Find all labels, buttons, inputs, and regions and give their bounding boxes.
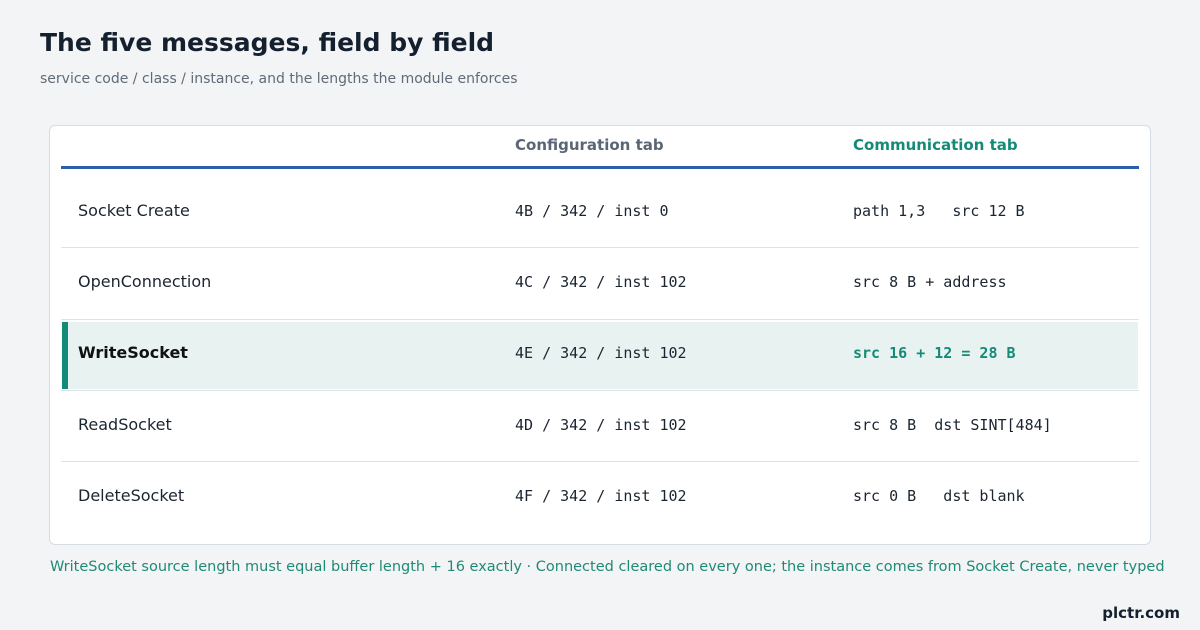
footnote: WriteSocket source length must equal buf… <box>50 559 1165 575</box>
config-value: 4E / 342 / inst 102 <box>515 344 687 363</box>
row-separator <box>61 247 1139 249</box>
row-name: ReadSocket <box>78 414 172 434</box>
comm-value: path 1,3 src 12 B <box>853 201 1025 220</box>
row-name: OpenConnection <box>78 271 212 291</box>
row-separator <box>61 389 1139 391</box>
config-value: 4B / 342 / inst 0 <box>515 201 669 220</box>
comm-value: src 8 B dst SINT[484] <box>853 415 1052 434</box>
config-value: 4F / 342 / inst 102 <box>515 486 687 505</box>
brand: plctr.com <box>1102 604 1180 622</box>
column-header: Configuration tab <box>515 136 664 154</box>
row-separator <box>61 461 1139 463</box>
config-value: 4C / 342 / inst 102 <box>515 272 687 291</box>
column-header: Communication tab <box>853 136 1018 154</box>
row-highlight <box>62 321 1138 389</box>
title: The five messages, field by field <box>40 28 495 57</box>
comm-value: src 8 B + address <box>853 272 1007 291</box>
comm-value: src 0 B dst blank <box>853 486 1025 505</box>
header-rule <box>61 166 1139 169</box>
subtitle: service code / class / instance, and the… <box>40 71 518 87</box>
row-separator <box>61 318 1139 320</box>
comm-value: src 16 + 12 = 28 B <box>853 344 1016 363</box>
config-value: 4D / 342 / inst 102 <box>515 415 687 434</box>
row-name: DeleteSocket <box>78 485 185 505</box>
row-name: WriteSocket <box>78 343 188 363</box>
row-marker <box>62 321 68 389</box>
row-name: Socket Create <box>78 200 190 220</box>
